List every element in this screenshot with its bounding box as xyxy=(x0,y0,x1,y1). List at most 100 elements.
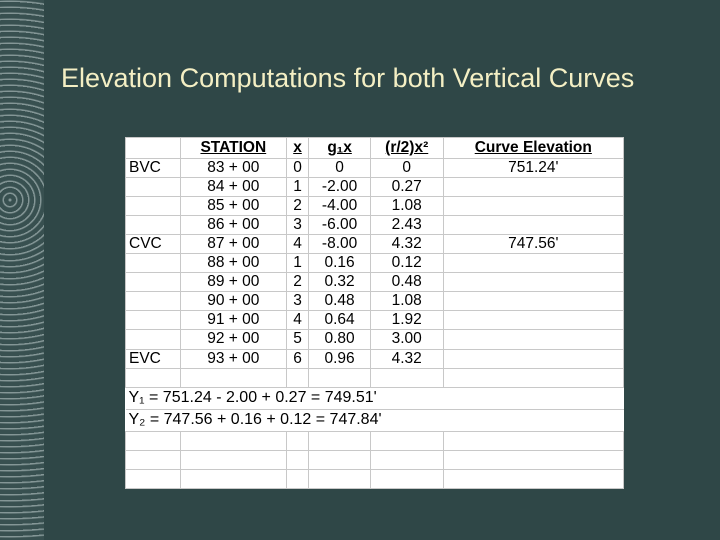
elevation-table: STATION x g₁x (r/2)x² Curve Elevation BVC 83 +… xyxy=(125,136,625,490)
table-cell: -6.00 xyxy=(308,215,371,236)
blank-cell xyxy=(308,449,371,470)
table-cell: 91 + 00 xyxy=(180,310,287,331)
table-cell: 87 + 00 xyxy=(180,234,287,255)
table-cell xyxy=(442,177,625,198)
blank-cell xyxy=(125,449,181,470)
table-cell: 2 xyxy=(285,272,310,293)
table-cell xyxy=(442,329,625,350)
table-cell: 4.32 xyxy=(369,234,444,255)
header-cell: Curve Elevation xyxy=(442,136,625,160)
table-cell xyxy=(442,348,625,369)
table-cell: 90 + 00 xyxy=(180,291,287,312)
table-cell: 0.12 xyxy=(369,253,444,274)
table-cell: 0.27 xyxy=(369,177,444,198)
blank-cell xyxy=(369,468,444,490)
table-cell: 0.64 xyxy=(308,310,371,331)
table-cell: 84 + 00 xyxy=(180,177,287,198)
blank-cell xyxy=(180,367,287,388)
table-cell: 85 + 00 xyxy=(180,196,287,217)
blank-cell xyxy=(180,449,287,470)
table-cell: 3 xyxy=(285,291,310,312)
table-cell xyxy=(442,310,625,331)
table-cell: 1.92 xyxy=(369,310,444,331)
row-label xyxy=(125,253,181,274)
blank-cell xyxy=(369,367,444,388)
table-cell: 0.48 xyxy=(308,291,371,312)
row-label: EVC xyxy=(125,348,181,369)
table-cell: -8.00 xyxy=(308,234,371,255)
table-cell: 2.43 xyxy=(369,215,444,236)
table-row: 91 + 00 4 0.64 1.92 xyxy=(125,310,625,331)
table-cell: 1.08 xyxy=(369,291,444,312)
table-cell: 751.24' xyxy=(442,158,625,179)
table-cell: 1 xyxy=(285,253,310,274)
table-row: 89 + 00 2 0.32 0.48 xyxy=(125,272,625,293)
blank-row xyxy=(125,468,625,490)
table-row: EVC 93 + 00 6 0.96 4.32 xyxy=(125,348,625,369)
blank-cell xyxy=(442,449,625,470)
table-cell xyxy=(442,272,625,293)
blank-cell xyxy=(125,367,181,388)
row-label xyxy=(125,272,181,293)
row-label xyxy=(125,310,181,331)
table-row: 88 + 00 1 0.16 0.12 xyxy=(125,253,625,274)
table-row: BVC 83 + 00 0 0 0 751.24' xyxy=(125,158,625,179)
row-label: BVC xyxy=(125,158,181,179)
table-row: 84 + 00 1 -2.00 0.27 xyxy=(125,177,625,198)
table-body: STATION x g₁x (r/2)x² Curve Elevation BVC 83 +… xyxy=(125,136,625,490)
blank-cell xyxy=(308,468,371,490)
row-label xyxy=(125,291,181,312)
table-cell xyxy=(442,291,625,312)
blank-cell xyxy=(308,367,371,388)
table-row: 92 + 00 5 0.80 3.00 xyxy=(125,329,625,350)
table-cell: 0 xyxy=(369,158,444,179)
table-cell: 0 xyxy=(285,158,310,179)
table-cell: 0 xyxy=(308,158,371,179)
blank-cell xyxy=(285,449,310,470)
blank-cell xyxy=(442,367,625,388)
blank-row xyxy=(125,449,625,470)
formula: Y₁ = 751.24 - 2.00 + 0.27 = 749.51' xyxy=(125,386,624,410)
table-cell xyxy=(442,253,625,274)
table-cell: 4 xyxy=(285,310,310,331)
blank-cell xyxy=(125,468,181,490)
table-cell xyxy=(442,215,625,236)
row-label xyxy=(125,196,181,217)
blank-row xyxy=(125,367,625,388)
header-cell: (r/2)x² xyxy=(369,136,444,160)
header-cell: STATION xyxy=(180,136,287,160)
blank-cell xyxy=(125,430,181,451)
table-cell: 5 xyxy=(285,329,310,350)
row-label: CVC xyxy=(125,234,181,255)
table-cell: 0.32 xyxy=(308,272,371,293)
blank-cell xyxy=(369,449,444,470)
formula: Y₂ = 747.56 + 0.16 + 0.12 = 747.84' xyxy=(125,408,624,432)
row-label xyxy=(125,215,181,236)
table-cell: 83 + 00 xyxy=(180,158,287,179)
slide-title: Elevation Computations for both Vertical… xyxy=(61,63,635,93)
row-label xyxy=(125,329,181,350)
table-cell: 4 xyxy=(285,234,310,255)
table-cell: 0.80 xyxy=(308,329,371,350)
table-cell: 3.00 xyxy=(369,329,444,350)
decorative-strip xyxy=(0,0,44,540)
blank-cell xyxy=(180,430,287,451)
table-cell: 747.56' xyxy=(442,234,625,255)
table-row: 86 + 00 3 -6.00 2.43 xyxy=(125,215,625,236)
table-cell: 6 xyxy=(285,348,310,369)
table-cell: 4.32 xyxy=(369,348,444,369)
table-cell: 93 + 00 xyxy=(180,348,287,369)
table-cell: 0.96 xyxy=(308,348,371,369)
header-cell: x xyxy=(285,136,310,160)
table-row: 90 + 00 3 0.48 1.08 xyxy=(125,291,625,312)
table-row: CVC 87 + 00 4 -8.00 4.32 747.56' xyxy=(125,234,625,255)
table-cell: 0.16 xyxy=(308,253,371,274)
blank-row xyxy=(125,430,625,451)
blank-cell xyxy=(442,430,625,451)
table-cell: 2 xyxy=(285,196,310,217)
blank-cell xyxy=(369,430,444,451)
row-label xyxy=(125,177,181,198)
table-cell: 86 + 00 xyxy=(180,215,287,236)
table-cell xyxy=(442,196,625,217)
blank-cell xyxy=(285,430,310,451)
